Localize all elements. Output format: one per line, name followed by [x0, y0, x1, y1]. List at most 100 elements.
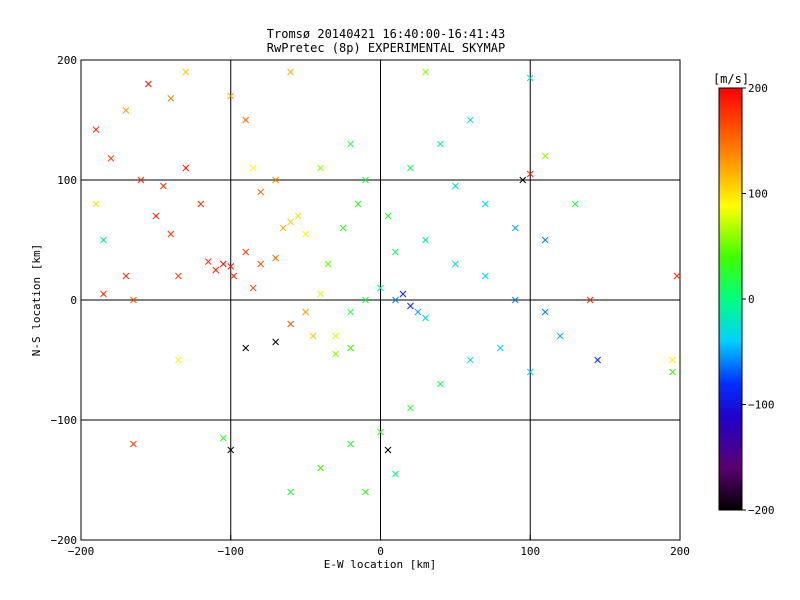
data-point-cross [309, 332, 317, 340]
data-point-cross [384, 212, 392, 220]
y-axis-label: N-S location [km] [30, 244, 43, 357]
colorbar-ticks: 200 100 0 −100 −200 [742, 82, 775, 517]
colorbar-tick-label: −200 [748, 504, 775, 517]
data-point-cross [377, 284, 384, 292]
data-point-cross [242, 116, 250, 124]
data-point-cross [317, 164, 324, 172]
data-point-cross [317, 464, 324, 472]
data-point-cross [437, 140, 444, 148]
data-point-cross [347, 308, 354, 316]
data-point-cross [362, 296, 369, 304]
data-point-cross [317, 290, 324, 298]
data-point-cross [332, 350, 339, 358]
data-point-cross [541, 152, 549, 160]
data-point-cross [212, 266, 220, 274]
data-point-cross [230, 272, 238, 280]
data-point-cross [227, 263, 235, 270]
data-point-cross [526, 74, 534, 82]
data-point-cross [257, 188, 265, 196]
data-point-cross [437, 380, 444, 388]
data-point-cross [294, 212, 302, 220]
data-point-cross [519, 176, 527, 184]
data-points [92, 68, 681, 496]
data-point-cross [107, 155, 115, 162]
x-axis-label: E-W location [km] [324, 558, 437, 571]
data-point-cross [227, 92, 235, 100]
x-tick-label: 100 [520, 545, 540, 558]
data-point-cross [669, 368, 676, 376]
y-axis-ticks: −200 −100 0 100 200 [51, 54, 86, 547]
colorbar-tick-label: 0 [748, 293, 755, 306]
y-tick-label: 100 [57, 174, 77, 187]
data-point-cross [496, 344, 504, 352]
data-point-cross [541, 236, 549, 244]
data-point-cross [160, 182, 167, 190]
data-point-cross [354, 200, 362, 208]
data-point-cross [481, 200, 489, 208]
data-point-cross [362, 176, 369, 184]
data-point-cross [257, 260, 265, 268]
data-point-cross [130, 296, 137, 304]
data-point-cross [219, 260, 227, 268]
data-point-cross [422, 68, 429, 76]
data-point-cross [392, 248, 399, 256]
data-point-cross [182, 164, 190, 172]
data-point-cross [242, 248, 250, 256]
data-point-cross [287, 320, 295, 328]
data-point-cross [197, 200, 205, 208]
data-point-cross [571, 200, 579, 208]
data-point-cross [272, 254, 280, 262]
data-point-cross [92, 200, 100, 208]
data-point-cross [174, 272, 182, 280]
data-point-cross [152, 212, 160, 220]
data-point-cross [182, 68, 190, 76]
data-point-cross [407, 404, 414, 412]
data-point-cross [145, 80, 152, 88]
data-point-cross [249, 284, 257, 292]
data-point-cross [249, 164, 257, 172]
data-point-cross [407, 164, 414, 172]
y-tick-label: −100 [51, 414, 78, 427]
colorbar-tick-label: −100 [748, 399, 775, 412]
colorbar [718, 87, 743, 511]
x-axis-ticks: −200 −100 0 100 200 [68, 535, 690, 558]
data-point-cross [302, 230, 309, 238]
data-point-cross [407, 302, 414, 310]
data-point-cross [219, 434, 227, 442]
x-tick-label: −100 [218, 545, 245, 558]
data-point-cross [377, 428, 384, 436]
y-tick-label: 200 [57, 54, 77, 67]
data-point-cross [279, 224, 287, 232]
data-point-cross [324, 260, 332, 268]
data-point-cross [399, 290, 407, 298]
data-point-cross [541, 308, 549, 316]
data-point-cross [586, 296, 594, 304]
data-point-cross [594, 356, 601, 364]
data-point-cross [414, 308, 422, 316]
y-tick-label: −200 [51, 534, 78, 547]
x-tick-label: −200 [68, 545, 95, 558]
x-tick-label: 0 [377, 545, 384, 558]
data-point-cross [511, 224, 519, 232]
data-point-cross [556, 332, 564, 340]
data-point-cross [392, 470, 399, 478]
data-point-cross [242, 344, 250, 352]
data-point-cross [347, 140, 354, 148]
data-point-cross [347, 344, 354, 352]
data-point-cross [272, 338, 280, 346]
data-point-cross [122, 107, 130, 114]
data-point-cross [347, 440, 354, 448]
data-point-cross [272, 176, 280, 184]
data-point-cross [339, 224, 347, 232]
data-point-cross [174, 356, 182, 364]
chart-subtitle: RwPretec (8p) EXPERIMENTAL SKYMAP [267, 41, 505, 55]
data-point-cross [137, 176, 145, 184]
data-point-cross [452, 260, 459, 268]
data-point-cross [422, 314, 429, 322]
data-point-cross [130, 440, 137, 448]
data-point-cross [204, 258, 212, 265]
data-point-cross [384, 446, 392, 454]
data-point-cross [392, 296, 399, 304]
data-point-cross [287, 488, 295, 496]
colorbar-tick-label: 100 [748, 188, 768, 201]
